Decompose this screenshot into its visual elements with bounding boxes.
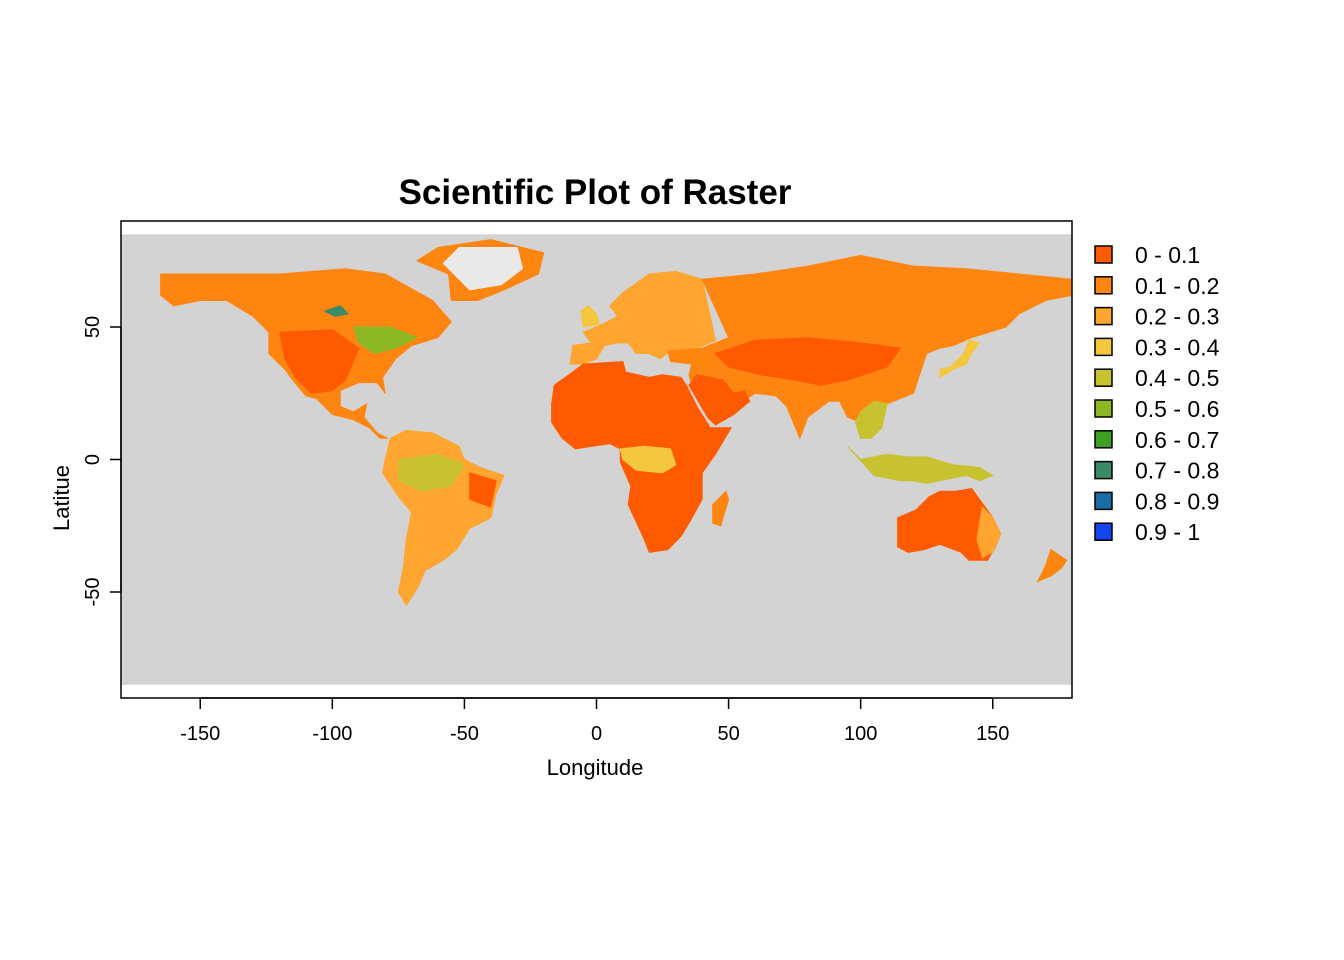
legend-label: 0.8 - 0.9 [1135,488,1219,514]
x-axis: -150 -100 -50 0 50 100 150 [180,697,1009,745]
legend-label: 0.9 - 1 [1135,519,1200,545]
legend-swatch [1094,337,1113,357]
legend-label: 0.5 - 0.6 [1135,396,1219,422]
land-region-europe [569,270,716,365]
land-region-indonesia [847,445,994,484]
land-region-britain [580,305,600,328]
legend-label: 0.6 - 0.7 [1135,427,1219,453]
land-region-japan [939,339,981,379]
land-region-australia-east-coast [976,506,1002,559]
x-tick-label: 50 [717,723,739,745]
x-tick-label: -50 [450,723,479,745]
land-region-great-lakes-wetland [323,305,350,317]
legend-swatch [1094,245,1113,264]
x-tick-label: -150 [180,723,220,745]
land-region-new-zealand [1036,548,1068,583]
x-axis-label: Longitude [547,755,644,780]
x-tick-label: 100 [844,723,877,745]
land-region-madagascar [712,490,730,527]
legend-swatch [1094,306,1113,326]
legend-label: 0.2 - 0.3 [1135,304,1219,330]
map-title: Scientific Plot of Raster [399,173,792,212]
legend-swatch [1094,460,1113,480]
y-axis: -50 0 50 [82,316,122,607]
y-axis-label: Latitue [49,465,74,531]
land-region-amazon [397,453,466,492]
land-region-greenland-ice [442,247,524,291]
legend-label: 0.1 - 0.2 [1135,273,1219,299]
legend-swatch [1094,522,1113,541]
raster-layer [121,234,1072,685]
y-tick-label: 0 [82,454,104,465]
legend-label: 0.4 - 0.5 [1135,365,1219,391]
land-region-central-asia-deserts [714,337,902,386]
legend-swatch [1094,491,1113,511]
y-tick-label: -50 [82,578,104,607]
land-region-central-africa-forest [619,445,677,474]
x-tick-label: -100 [312,723,352,745]
legend-label: 0.7 - 0.8 [1135,458,1219,484]
legend-swatch [1094,276,1113,295]
land-region-north-america-east-forest [352,326,419,355]
land-layer [160,239,1072,607]
legend-label: 0 - 0.1 [1135,242,1200,268]
legend-label: 0.3 - 0.4 [1135,334,1220,360]
x-tick-label: 150 [976,723,1009,745]
y-tick-label: 50 [82,316,104,338]
x-tick-label: 0 [591,723,602,745]
land-region-southeast-asia [854,400,888,439]
land-region-arabia [688,374,751,426]
legend: 0 - 0.1 0.1 - 0.2 0.2 - 0.3 0.3 - 0.4 0.4 - … [1094,242,1220,545]
legend-swatch [1094,399,1113,418]
land-region-brazil-east [469,472,497,508]
land-region-north-america-interior [278,329,360,394]
legend-swatch [1094,368,1113,387]
legend-swatch [1094,430,1113,449]
